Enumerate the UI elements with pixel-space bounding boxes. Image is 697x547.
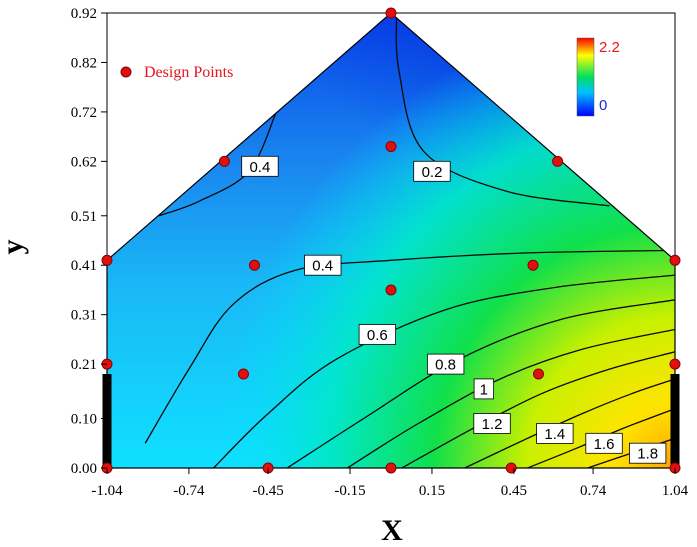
y-tick-label: 0.31 [71, 308, 97, 324]
legend-marker [120, 66, 132, 78]
colorbar-max-label: 2.2 [599, 39, 620, 56]
colorbar-min-label: 0 [599, 97, 607, 114]
x-tick-label: -0.45 [252, 483, 283, 499]
x-tick-label: 0.74 [580, 483, 607, 499]
contour-label-box [304, 254, 342, 276]
contour-label: 0.4 [312, 258, 333, 275]
legend: Design Points [120, 64, 233, 81]
contour-label: 1.2 [482, 416, 503, 433]
contour-label: 0.2 [422, 164, 443, 181]
y-tick-label: 0.72 [71, 105, 97, 121]
x-tick-label: -1.04 [91, 483, 123, 499]
design-point [505, 462, 517, 474]
legend-label: Design Points [144, 64, 233, 81]
y-axis-title: y [0, 240, 29, 255]
y-tick-label: 0.92 [71, 6, 97, 22]
design-point [669, 254, 681, 266]
contour-label: 1.4 [544, 426, 565, 443]
y-tick-label: 0.41 [71, 258, 97, 274]
contour-label-box [473, 378, 495, 400]
region-outline [106, 12, 676, 469]
design-point [533, 368, 544, 380]
contour-line [213, 274, 675, 468]
edge-bars [102, 374, 680, 468]
design-point [552, 155, 564, 167]
design-point [385, 284, 397, 296]
design-point [385, 7, 397, 19]
x-tick-label: -0.15 [334, 483, 365, 499]
contour-label-box [413, 160, 451, 182]
contour-label-box [629, 442, 667, 464]
contour-label-box [358, 324, 397, 345]
contour-line [346, 328, 675, 468]
y-tick-label: 0.51 [71, 209, 97, 225]
x-axis-title: X [381, 514, 403, 547]
x-tick-label: 0.15 [419, 483, 445, 499]
design-point [527, 259, 539, 271]
y-tick-label: 0.00 [71, 461, 97, 477]
contour-label: 0.6 [367, 327, 388, 344]
x-tick-label: 1.04 [662, 483, 689, 499]
contour-line [401, 351, 675, 468]
design-point [385, 141, 397, 152]
contour-label: 1.6 [594, 436, 615, 453]
contour-label-box [585, 432, 623, 454]
y-axis: 0.00 0.10 0.21 0.31 0.41 0.51 0.62 0.72 0.82 0.92 [71, 6, 107, 477]
design-point [249, 259, 260, 271]
y-tick-label: 0.62 [71, 154, 97, 170]
contour-label: 0.8 [435, 357, 456, 374]
x-tick-label: 0.45 [501, 483, 527, 499]
contour-line [158, 111, 277, 217]
x-axis: -1.04 -0.74 -0.45 -0.15 0.15 0.45 0.74 1.04 [91, 468, 689, 499]
colorbar-gradient [576, 37, 595, 117]
contour-label-box [473, 413, 511, 434]
contour-label-box [426, 353, 465, 375]
y-tick-label: 0.82 [71, 55, 97, 71]
design-point [101, 254, 113, 266]
contour-label-box [536, 422, 574, 444]
design-point [669, 358, 681, 370]
colorbar: 2.2 0 [576, 37, 620, 117]
contour-label: 1.8 [637, 446, 658, 463]
contour-line [395, 13, 610, 207]
contour-label: 1 [480, 381, 488, 398]
x-tick-label: -0.74 [173, 483, 205, 499]
design-point [385, 462, 397, 474]
design-point [218, 155, 230, 167]
y-tick-label: 0.21 [71, 357, 97, 373]
contour-line [464, 378, 675, 468]
contour-labels: 0.2 0.4 0.4 0.6 0.8 1 1.2 1.4 1.6 1.8 [241, 155, 667, 464]
contour-label: 0.4 [249, 159, 270, 176]
contour-label-box [241, 155, 279, 177]
design-point [238, 368, 249, 380]
y-tick-label: 0.10 [71, 412, 97, 428]
